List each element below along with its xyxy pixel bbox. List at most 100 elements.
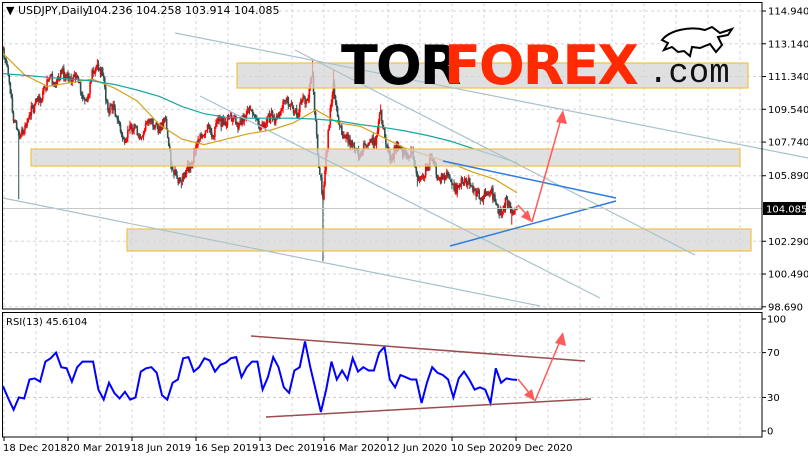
candle-body xyxy=(364,143,366,145)
resistance-zone-middle[interactable] xyxy=(30,148,741,167)
candle-body xyxy=(36,98,39,102)
candle-body xyxy=(327,130,329,150)
candle-body xyxy=(49,75,52,79)
candle-body xyxy=(333,82,336,96)
candle-body xyxy=(202,135,205,137)
candle-body xyxy=(478,190,481,199)
candle-body xyxy=(25,125,27,127)
candle-body xyxy=(270,111,273,116)
candle-body xyxy=(134,124,136,126)
price-tick-label: 102.290 xyxy=(768,237,808,248)
candle-body xyxy=(419,177,422,181)
candle-body xyxy=(488,191,491,194)
candle-body xyxy=(382,127,385,129)
candle-body xyxy=(450,179,452,183)
candle-body xyxy=(470,184,472,186)
logo-text-forex: FOREX xyxy=(444,34,638,97)
candle-body xyxy=(453,183,455,191)
candle-body xyxy=(111,105,113,110)
candle-body xyxy=(440,174,443,181)
candle-body xyxy=(321,177,323,194)
candle-body xyxy=(352,145,355,147)
candle-body xyxy=(351,140,354,146)
candle-body xyxy=(137,135,140,137)
resistance-zone-upper[interactable] xyxy=(236,62,749,89)
candle-body xyxy=(215,123,217,128)
candle-body xyxy=(437,179,440,180)
candle-body xyxy=(197,139,199,145)
channel-line-upper[interactable] xyxy=(174,32,808,159)
candle-body xyxy=(366,144,368,147)
candle-body xyxy=(175,169,177,176)
candle-body xyxy=(251,110,254,114)
candle-body xyxy=(289,105,292,107)
candle-body xyxy=(238,124,240,129)
candle-body xyxy=(185,170,188,175)
candle-body xyxy=(381,120,384,128)
candle-body xyxy=(57,77,60,81)
candle-body xyxy=(334,95,337,103)
candle-body xyxy=(93,72,96,74)
candle-body xyxy=(63,68,65,79)
candle-body xyxy=(476,191,478,197)
rsi-forecast-arrow-down[interactable] xyxy=(517,378,531,395)
candle-body xyxy=(149,119,151,123)
channel-line-inner[interactable] xyxy=(199,95,601,299)
candle-body xyxy=(505,197,508,200)
time-tick-label: 9 Dec 2020 xyxy=(515,443,573,454)
candle-body xyxy=(237,122,239,129)
candle-body xyxy=(3,48,5,58)
candle-body xyxy=(223,121,226,125)
candle-body xyxy=(301,99,303,101)
candle-body xyxy=(143,130,146,133)
candle-body xyxy=(122,138,125,140)
channel-line-lower[interactable] xyxy=(2,197,541,307)
forecast-arrow-up[interactable] xyxy=(531,118,562,223)
price-tick-label: 105.890 xyxy=(768,171,808,182)
candle-body xyxy=(313,91,316,113)
candle-body xyxy=(269,115,272,123)
candle-body xyxy=(422,175,425,178)
candle-body xyxy=(421,175,424,177)
candle-body xyxy=(286,97,289,101)
candle-body xyxy=(222,118,225,125)
candle-body xyxy=(263,123,265,129)
candle-body xyxy=(176,175,178,179)
candle-body xyxy=(72,76,75,80)
candle-body xyxy=(436,174,439,180)
candle-body xyxy=(267,113,270,117)
time-tick-label: 20 Mar 2019 xyxy=(67,443,130,454)
triangle-line-upper[interactable] xyxy=(442,160,617,199)
candle-body xyxy=(439,177,442,181)
candle-body xyxy=(323,184,325,200)
candle-body xyxy=(196,144,198,146)
candle-body xyxy=(279,112,281,115)
candle-body xyxy=(10,93,13,98)
candle-body xyxy=(121,134,124,139)
candle-body xyxy=(379,110,382,115)
support-zone-lower[interactable] xyxy=(126,228,752,252)
candle-body xyxy=(479,198,482,200)
candle-body xyxy=(80,92,83,96)
candle-body xyxy=(73,74,76,77)
symbol-caption[interactable]: ▼ USDJPY,Daily xyxy=(6,4,90,17)
candle-body xyxy=(512,210,514,214)
candle-body xyxy=(45,88,47,91)
candle-body xyxy=(303,96,305,98)
candle-body xyxy=(224,121,227,126)
rsi-trend-line-lower[interactable] xyxy=(265,398,592,418)
candle-body xyxy=(229,114,232,117)
candle-body xyxy=(417,175,420,181)
rsi-trend-line-upper[interactable] xyxy=(250,335,586,362)
candle-body xyxy=(37,96,40,102)
candle-body xyxy=(182,176,185,179)
rsi-line xyxy=(2,341,518,413)
rsi-forecast-arrow-up[interactable] xyxy=(534,340,561,402)
candle-body xyxy=(162,119,165,127)
channel-line-mid[interactable] xyxy=(294,49,696,256)
candle-body xyxy=(217,119,219,121)
moving-average-slow xyxy=(2,73,518,164)
candle-body xyxy=(74,74,77,79)
candle-body xyxy=(415,167,418,173)
